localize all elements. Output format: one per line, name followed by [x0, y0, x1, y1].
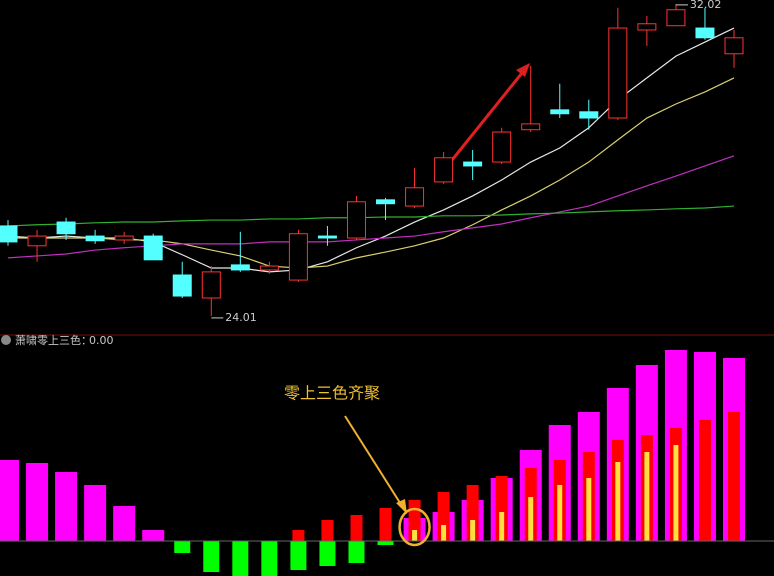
candle-body: [85, 235, 105, 242]
annotation-arrow: [344, 415, 403, 507]
indicator-bar: [437, 492, 450, 541]
indicator-bar: [698, 420, 711, 541]
candle-body: [0, 225, 18, 243]
indicator-bar: [557, 485, 563, 541]
indicator-bar: [470, 520, 476, 541]
candle-body: [463, 161, 483, 167]
indicator-bar: [441, 525, 447, 541]
indicator-bar: [319, 541, 336, 566]
indicator-bar: [321, 520, 334, 541]
indicator-bar: [379, 508, 392, 541]
indicator-bar: [466, 485, 479, 541]
indicator-bar: [615, 462, 621, 541]
candle-body: [434, 157, 454, 183]
high-label: 32.02: [690, 0, 722, 11]
candle-body: [114, 235, 134, 241]
indicator-bar: [261, 541, 278, 576]
candle-body: [521, 123, 541, 131]
indicator-value: 0.00: [89, 334, 114, 347]
candle-body: [346, 201, 366, 239]
indicator-bar: [113, 506, 136, 541]
moving-average: [7, 205, 735, 227]
candle-body: [376, 199, 396, 205]
indicator-bar: [495, 476, 508, 541]
indicator-bar: [412, 530, 418, 541]
indicator-bar: [142, 530, 165, 541]
indicator-bar: [348, 541, 365, 563]
candle-body: [666, 9, 686, 27]
candle-body: [56, 221, 76, 235]
annotation: 零上三色齐聚: [284, 384, 380, 403]
candle-body: [143, 235, 163, 261]
indicator-bar: [290, 541, 307, 570]
candle-body: [172, 274, 192, 297]
candle-body: [579, 111, 599, 119]
candle-body: [492, 131, 512, 163]
indicator-bar: [499, 512, 505, 541]
candle-body: [201, 271, 221, 299]
candle-body: [724, 37, 744, 55]
candle-body: [230, 264, 250, 271]
indicator-bar: [586, 478, 592, 541]
candle-body: [550, 109, 570, 115]
candle-body: [608, 27, 628, 119]
candle-body: [317, 235, 337, 239]
moving-average: [7, 155, 735, 259]
candle-body: [405, 187, 425, 207]
indicator-bar: [728, 412, 740, 541]
indicator-bar: [644, 452, 650, 541]
indicator-bar: [84, 485, 107, 541]
indicator-icon: [1, 335, 11, 345]
indicator-bar: [528, 497, 534, 541]
indicator-bar: [377, 541, 394, 545]
indicator-bar: [350, 515, 363, 541]
indicator-bar: [55, 472, 78, 541]
candle-body: [637, 23, 657, 31]
indicator-bar: [26, 463, 49, 541]
indicator-bar: [292, 530, 305, 541]
indicator-title: 萧啸零上三色：: [15, 333, 92, 347]
indicator-bar: [174, 541, 191, 553]
trend-arrow-head: [516, 63, 530, 77]
low-label: 24.01: [225, 311, 257, 324]
candle-body: [259, 265, 279, 271]
indicator-bar: [0, 460, 19, 541]
indicator-bar: [232, 541, 249, 576]
indicator-bar: [673, 445, 679, 541]
annotation-arrow-head: [396, 499, 407, 514]
candle-body: [27, 235, 47, 247]
highlight-circle: [398, 507, 431, 547]
candle-body: [288, 233, 308, 281]
indicator-bar: [203, 541, 220, 572]
candle-body: [695, 27, 715, 39]
